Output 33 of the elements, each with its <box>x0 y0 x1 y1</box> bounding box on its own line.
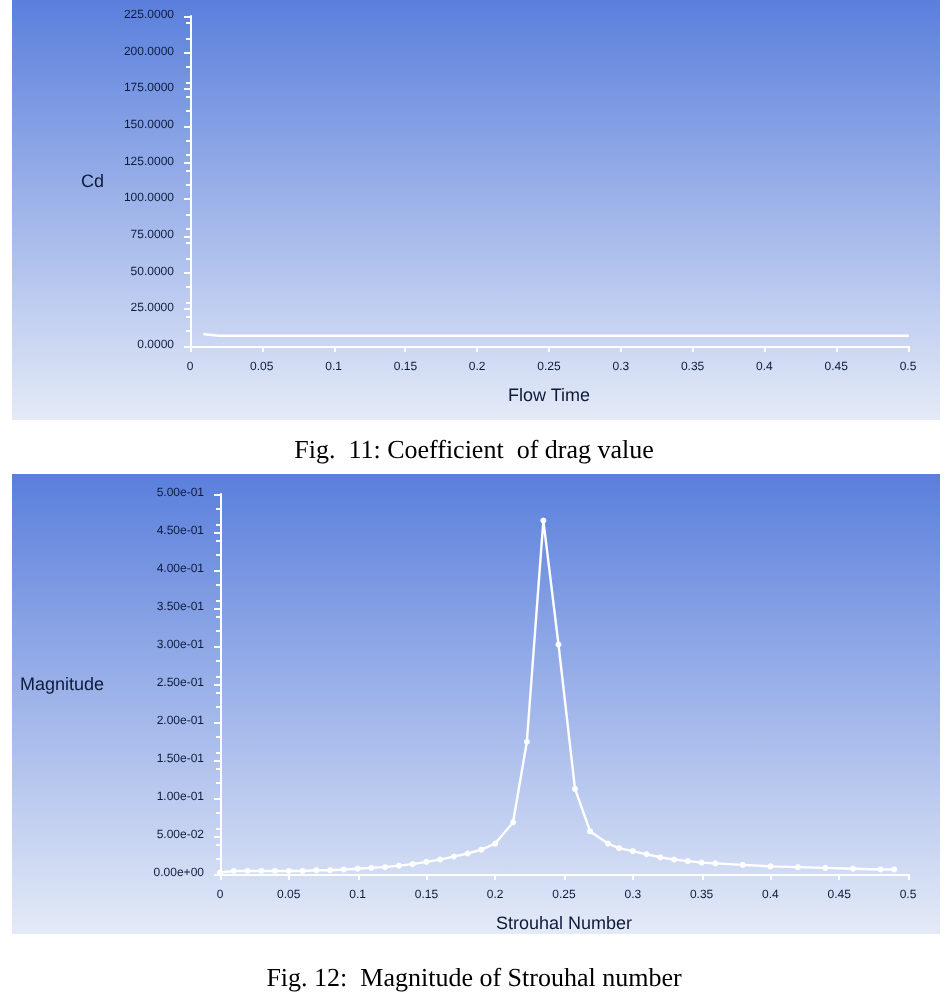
point <box>629 848 636 855</box>
point <box>340 866 347 873</box>
point <box>555 641 562 648</box>
x-axis-title: Flow Time <box>507 385 591 405</box>
point <box>395 862 402 869</box>
point <box>313 867 320 874</box>
point <box>492 840 499 847</box>
caption: Fig. 11: Coefficient of drag value <box>294 434 655 464</box>
point <box>587 828 594 835</box>
point <box>354 865 361 872</box>
point <box>409 861 416 868</box>
point <box>643 851 650 858</box>
point <box>739 861 746 868</box>
y-axis-title: Cd <box>80 171 104 191</box>
point <box>849 865 856 872</box>
point <box>523 738 530 745</box>
x-axis-title: Strouhal Number <box>495 913 633 933</box>
point <box>877 866 884 873</box>
point <box>605 840 612 847</box>
y-axis-title: Magnitude <box>19 674 104 694</box>
point <box>671 856 678 863</box>
point <box>767 863 774 870</box>
point <box>657 854 664 861</box>
point <box>540 517 547 524</box>
caption: Fig. 12: Magnitude of Strouhal number <box>266 962 683 992</box>
point <box>698 859 705 866</box>
point <box>510 819 517 826</box>
point <box>712 860 719 867</box>
point <box>450 853 457 860</box>
point <box>437 856 444 863</box>
point <box>478 846 485 853</box>
point <box>423 858 430 865</box>
point <box>891 866 898 873</box>
